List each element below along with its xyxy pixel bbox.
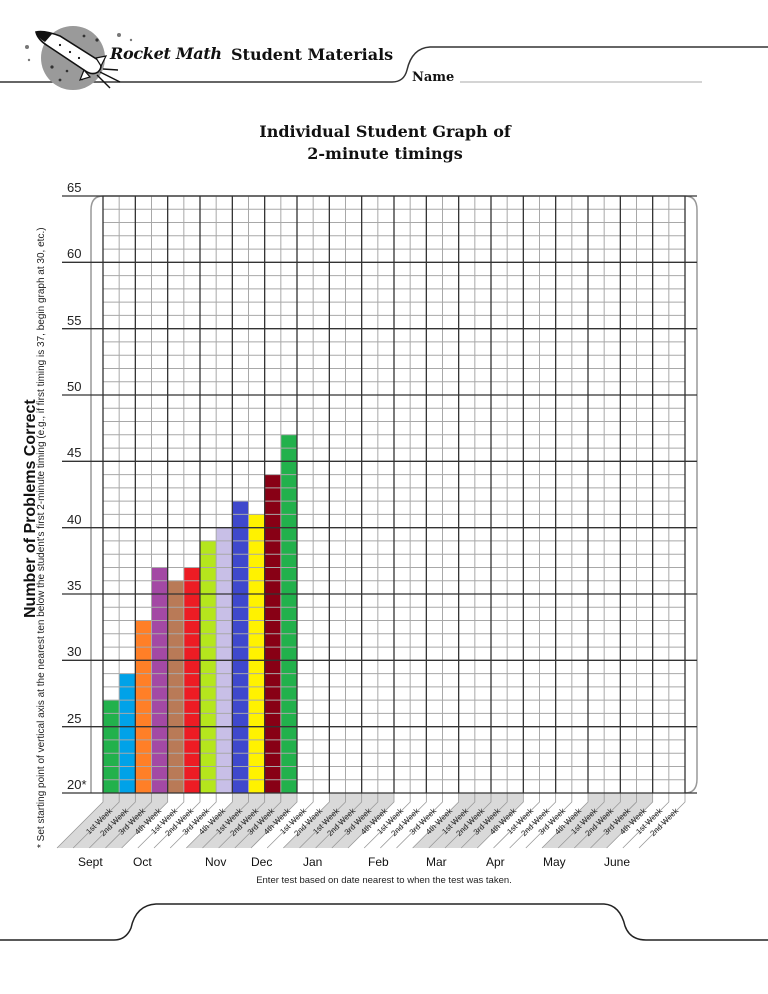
- y-tick-label: 25: [67, 710, 82, 726]
- week-divider: [428, 793, 476, 849]
- week-divider: [283, 793, 330, 849]
- month-label: Mar: [426, 855, 447, 869]
- bar: [200, 540, 217, 793]
- week-divider: [153, 793, 201, 849]
- week-divider: [363, 793, 411, 849]
- week-divider: [218, 793, 266, 849]
- week-divider: [347, 793, 395, 849]
- section-title: Student Materials: [231, 45, 394, 64]
- week-divider: [606, 793, 654, 849]
- header-rule: [0, 46, 768, 83]
- month-band: [412, 793, 524, 848]
- month-label: Dec: [251, 855, 273, 869]
- week-divider: [186, 793, 233, 849]
- week-divider: [299, 793, 346, 849]
- week-divider: [266, 793, 314, 849]
- week-divider: [622, 793, 670, 849]
- x-axis-footnote: Enter test based on date nearest to when…: [256, 875, 512, 886]
- bar: [183, 567, 200, 793]
- month-label: May: [543, 855, 566, 869]
- month-label: Oct: [133, 855, 152, 869]
- week-divider: [574, 793, 621, 849]
- y-tick-label: 35: [67, 578, 82, 593]
- bar: [119, 673, 136, 793]
- week-divider: [525, 793, 573, 849]
- week-divider: [105, 793, 152, 849]
- week-divider: [493, 793, 540, 849]
- bar: [248, 514, 265, 793]
- week-divider: [137, 793, 185, 849]
- week-divider: [89, 793, 136, 849]
- week-divider: [590, 793, 637, 849]
- bar-chart: [56, 195, 698, 849]
- chart-title: Individual Student Graph of 2-minute tim…: [200, 121, 570, 165]
- week-divider: [541, 793, 589, 849]
- brand-name: Rocket Math: [110, 44, 222, 63]
- week-divider: [121, 793, 169, 849]
- rocket-logo-icon: [25, 26, 133, 90]
- week-divider: [477, 793, 524, 849]
- bar: [103, 700, 120, 793]
- bar: [135, 620, 152, 793]
- footer-rule: [0, 903, 768, 941]
- week-divider: [169, 793, 217, 849]
- week-divider: [396, 793, 443, 849]
- bar: [151, 567, 168, 793]
- week-divider: [315, 793, 363, 849]
- week-divider: [460, 793, 508, 849]
- y-tick-label: 50: [67, 379, 82, 394]
- month-label: June: [604, 855, 631, 869]
- month-band: [283, 793, 394, 848]
- month-label: Feb: [368, 855, 389, 869]
- month-band: [186, 793, 297, 848]
- week-divider: [557, 793, 605, 849]
- y-tick-label: 30: [67, 644, 82, 660]
- month-band: [57, 793, 168, 848]
- week-divider: [509, 793, 557, 849]
- month-label: Nov: [205, 855, 227, 869]
- month-label: Jan: [303, 855, 323, 869]
- month-label: Apr: [486, 855, 505, 869]
- week-divider: [638, 793, 686, 849]
- y-tick-label: 45: [67, 445, 82, 461]
- chart-title-line-1: Individual Student Graph of: [259, 122, 511, 141]
- y-tick-label: 55: [67, 312, 82, 328]
- y-tick-label: 40: [67, 511, 82, 527]
- week-divider: [250, 793, 298, 849]
- week-divider: [331, 793, 379, 849]
- month-band: [542, 793, 653, 848]
- bar: [280, 434, 297, 793]
- y-tick-label: 20*: [67, 777, 87, 792]
- week-divider: [72, 793, 120, 849]
- y-tick-label: 60: [67, 246, 82, 262]
- month-label: Sept: [78, 855, 103, 869]
- week-divider: [444, 793, 492, 849]
- week-divider: [202, 793, 249, 849]
- week-divider: [412, 793, 460, 849]
- week-divider: [56, 793, 104, 849]
- week-divider: [234, 793, 282, 849]
- graph-frame: [90, 195, 698, 794]
- y-tick-label: 65: [67, 180, 82, 195]
- chart-title-line-2: 2-minute timings: [307, 144, 463, 163]
- week-divider: [380, 793, 427, 849]
- name-label: Name: [412, 70, 455, 85]
